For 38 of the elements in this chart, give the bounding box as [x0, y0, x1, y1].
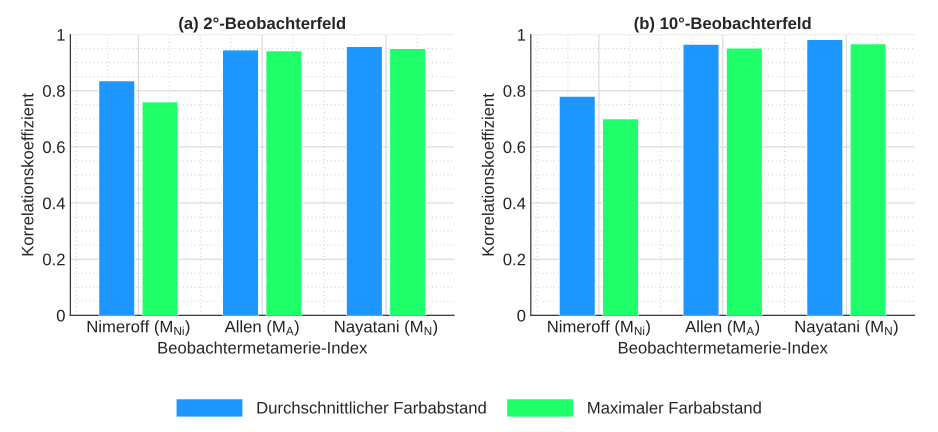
bar	[602, 118, 639, 316]
chart-title: (a) 2°-Beobachterfeld	[179, 16, 346, 32]
bar	[222, 50, 259, 316]
y-tick-label: 1	[57, 29, 65, 41]
bar	[558, 96, 596, 316]
x-tick-label: Nayatani (M$_{N}$)	[796, 320, 898, 336]
bar	[682, 44, 720, 316]
x-tick-label: Allen (M$_{A}$)	[685, 320, 760, 336]
bar	[266, 50, 302, 316]
y-axis-title: Korrelationskoeffizient	[21, 93, 34, 256]
x-axis-title: Beobachtermetamerie-Index	[618, 341, 828, 354]
y-tick-label: 1	[518, 29, 526, 41]
legend-label: Maximaler Farbabstand	[588, 401, 761, 414]
bar	[806, 39, 844, 316]
bar	[346, 46, 383, 316]
x-axis-title: Beobachtermetamerie-Index	[158, 341, 368, 354]
bar	[142, 102, 178, 316]
y-tick-label: 0.8	[42, 85, 65, 97]
chart-title: (b) 10°-Beobachterfeld	[634, 16, 811, 32]
bar	[98, 80, 136, 316]
x-tick-label: Nayatani (M$_{N}$)	[335, 320, 438, 336]
x-tick-label: Nimeroff (M$_{Ni}$)	[548, 320, 650, 336]
legend-label: Durchschnittlicher Farbabstand	[258, 401, 486, 414]
y-axis-title: Korrelationskoeffizient	[482, 93, 494, 256]
y-tick-label: 0	[56, 310, 65, 322]
y-tick-label: 0.4	[503, 197, 526, 210]
y-tick-label: 0.4	[42, 197, 66, 210]
x-tick-label: Nimeroff (M$_{Ni}$)	[88, 320, 190, 336]
bar	[389, 48, 426, 316]
y-tick-label: 0.2	[42, 254, 65, 266]
y-tick-label: 0	[517, 310, 526, 322]
bar	[726, 48, 763, 316]
bar	[850, 43, 886, 316]
y-tick-label: 0.2	[503, 254, 526, 266]
x-tick-label: Allen (M$_{A}$)	[224, 320, 299, 336]
y-tick-label: 0.6	[503, 141, 526, 154]
y-tick-label: 0.8	[503, 85, 526, 97]
y-tick-label: 0.6	[42, 141, 65, 154]
